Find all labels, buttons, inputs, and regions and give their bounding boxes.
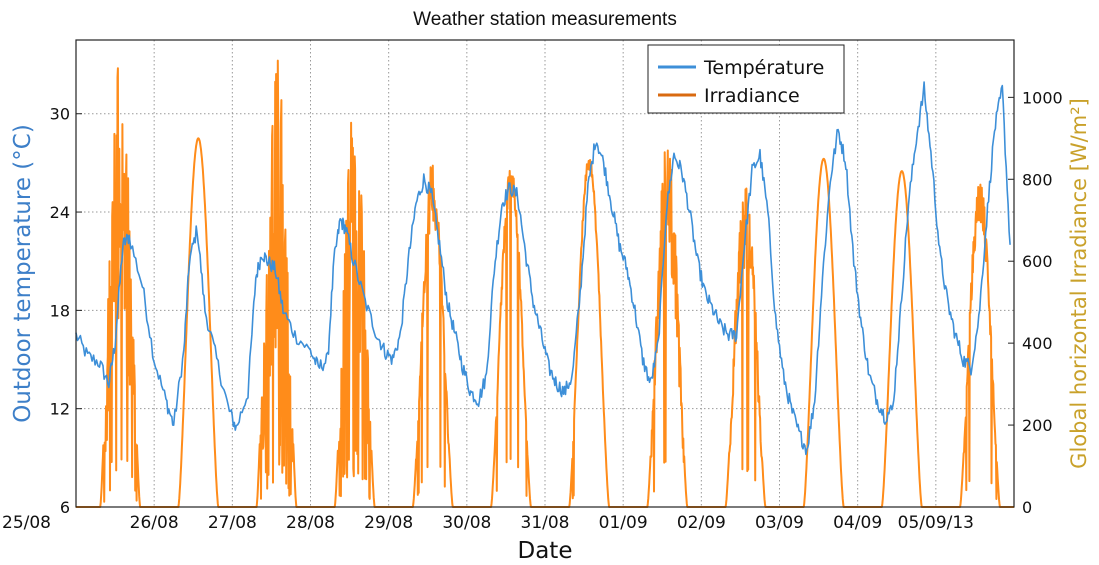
right-y-tick-label: 200	[1022, 416, 1053, 435]
x-tick-label: 27/08	[208, 513, 257, 533]
x-tick-label: 25/08	[2, 513, 51, 533]
chart-title: Weather station measurements	[413, 9, 677, 30]
right-y-ticks: 0 200 400 600 800 1000	[1008, 88, 1063, 517]
right-y-tick-label: 0	[1022, 498, 1032, 517]
x-tick-label: 03/09	[755, 513, 804, 533]
right-y-tick-label: 400	[1022, 334, 1053, 353]
left-y-tick-label: 24	[50, 203, 70, 222]
legend-label-temperature: Température	[703, 57, 824, 79]
left-y-ticks: 6 12 18 24 30	[50, 105, 82, 517]
right-y-axis-label: Global horizontal Irradiance [W/m²]	[1067, 98, 1091, 469]
x-tick-label: 28/08	[286, 513, 335, 533]
temperature-series	[75, 81, 1011, 456]
right-y-tick-label: 600	[1022, 252, 1053, 271]
temperature-line	[75, 81, 1011, 456]
plot-frame	[75, 39, 1015, 508]
left-y-tick-label: 30	[50, 105, 70, 124]
x-ticks: 25/08 26/08 27/08 28/08 29/08 30/08 31/08 01/09…	[2, 513, 974, 533]
x-tick-label: 04/09	[833, 513, 882, 533]
right-y-tick-label: 800	[1022, 170, 1053, 189]
x-tick-label: 26/08	[130, 513, 179, 533]
left-y-tick-label: 12	[50, 400, 70, 419]
grid	[76, 40, 1014, 507]
left-y-tick-label: 6	[60, 498, 70, 517]
right-y-tick-label: 1000	[1022, 88, 1063, 107]
legend: Température Irradiance	[647, 44, 845, 114]
x-tick-label: 05/09/13	[898, 513, 974, 533]
legend-box	[647, 44, 845, 114]
left-y-axis-label: Outdoor temperature (°C)	[10, 124, 36, 423]
legend-label-irradiance: Irradiance	[704, 85, 800, 107]
x-tick-label: 02/09	[677, 513, 726, 533]
x-tick-label: 01/09	[599, 513, 648, 533]
x-tick-label: 30/08	[442, 513, 491, 533]
x-tick-label: 31/08	[521, 513, 570, 533]
left-y-tick-label: 18	[50, 301, 70, 320]
x-axis-label: Date	[518, 538, 573, 564]
x-tick-label: 29/08	[364, 513, 413, 533]
